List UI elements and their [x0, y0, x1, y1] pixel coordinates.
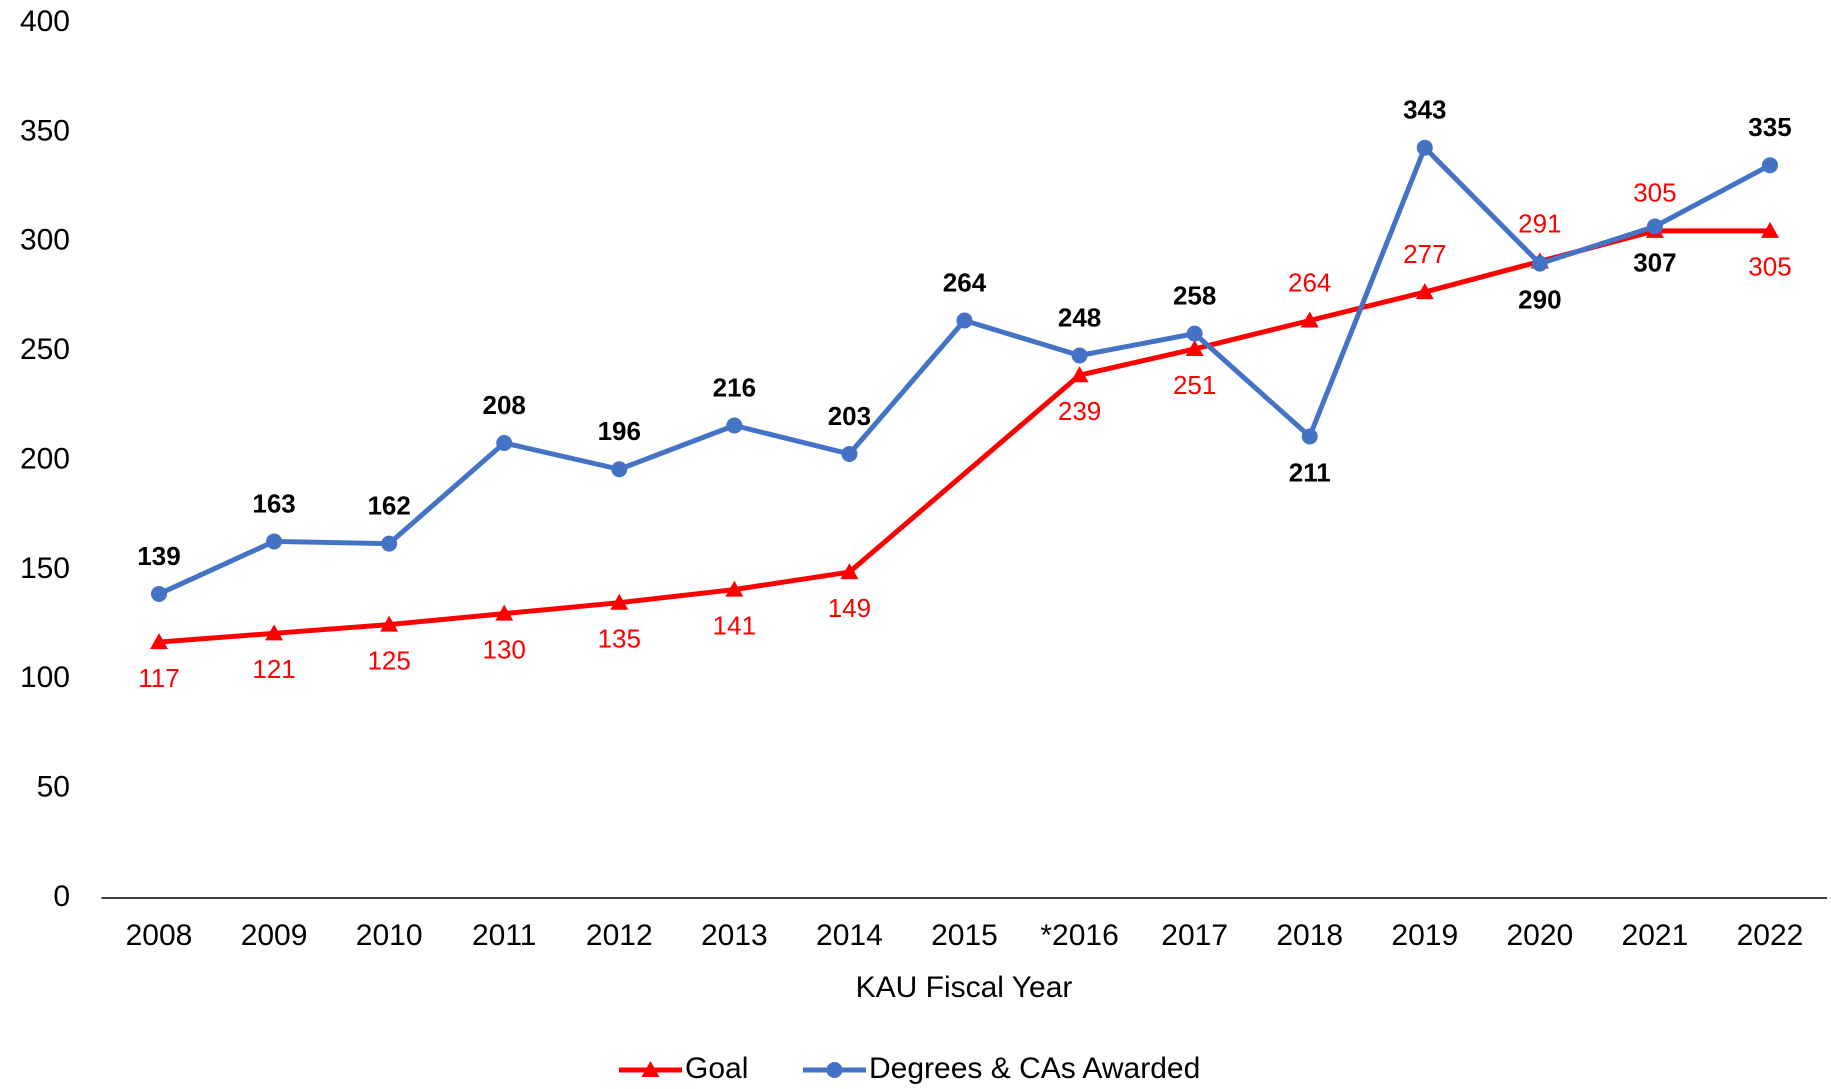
- data-label: 291: [1518, 208, 1561, 238]
- x-tick-label: 2010: [356, 919, 423, 952]
- series: 139 163 162 208 196 216 203 264 248 258 211 343 290 3…: [137, 95, 1792, 602]
- x-tick-label: 2019: [1391, 919, 1458, 952]
- marker: [495, 604, 514, 621]
- x-tick-label: 2015: [931, 919, 998, 952]
- y-tick-label: 100: [20, 661, 70, 694]
- marker: [266, 533, 283, 550]
- data-label: 216: [713, 372, 756, 402]
- y-tick-label: 300: [20, 224, 70, 257]
- data-label: 290: [1518, 285, 1561, 315]
- series: 117 121 125 130 135 141 149 239 251 264 277 291 305 3…: [138, 178, 1791, 693]
- y-tick-label: 250: [20, 333, 70, 366]
- x-tick-label: 2022: [1737, 919, 1804, 952]
- x-tick-label: 2011: [472, 919, 537, 952]
- marker: [381, 535, 398, 552]
- marker: [610, 593, 629, 610]
- x-tick-label: 2014: [816, 919, 883, 952]
- marker: [840, 563, 859, 580]
- marker: [265, 624, 284, 641]
- legend-marker: [641, 1061, 660, 1077]
- data-label: 135: [598, 624, 641, 654]
- data-label: 139: [137, 541, 180, 571]
- y-tick-label: 0: [53, 880, 70, 913]
- data-label: 248: [1058, 302, 1101, 332]
- marker: [726, 417, 743, 434]
- x-tick-label: 2017: [1161, 919, 1228, 952]
- legend-label: Degrees & CAs Awarded: [869, 1052, 1200, 1085]
- y-tick-label: 200: [20, 442, 70, 475]
- data-label: 196: [598, 416, 641, 446]
- data-label: 162: [367, 491, 410, 521]
- legend-marker: [826, 1062, 843, 1078]
- marker: [1071, 347, 1088, 364]
- marker: [1531, 255, 1548, 272]
- marker: [1185, 339, 1204, 356]
- marker: [1300, 311, 1319, 328]
- x-tick-label: 2013: [701, 919, 768, 952]
- marker: [380, 615, 399, 632]
- marker: [150, 633, 168, 650]
- data-label: 141: [713, 610, 756, 640]
- marker: [496, 435, 513, 451]
- data-label: 258: [1173, 281, 1216, 311]
- data-label: 203: [828, 401, 871, 431]
- y-tick-label: 350: [20, 114, 70, 147]
- y-tick-label: 50: [37, 771, 70, 804]
- data-label: 208: [483, 390, 526, 420]
- data-label: 130: [483, 635, 526, 665]
- y-tick-label: 150: [20, 552, 70, 585]
- marker: [725, 580, 744, 597]
- data-label: 121: [252, 654, 295, 684]
- data-label: 264: [943, 267, 987, 297]
- x-tick-label: 2021: [1622, 919, 1689, 952]
- data-label: 251: [1173, 370, 1216, 400]
- marker: [1762, 157, 1778, 174]
- data-label: 305: [1748, 252, 1791, 282]
- data-label: 343: [1403, 95, 1446, 125]
- data-label: 117: [138, 663, 179, 693]
- data-label: 211: [1289, 457, 1331, 487]
- marker: [611, 461, 628, 478]
- data-label: 264: [1288, 267, 1331, 297]
- marker: [1415, 283, 1434, 300]
- data-label: 307: [1633, 247, 1676, 277]
- x-tick-label: 2020: [1506, 919, 1573, 952]
- marker: [1761, 221, 1779, 238]
- legend-label: Goal: [685, 1052, 748, 1085]
- x-tick-label: 2012: [586, 919, 653, 952]
- marker: [1646, 218, 1663, 235]
- x-axis-title: KAU Fiscal Year: [856, 971, 1073, 1004]
- marker: [1186, 325, 1203, 342]
- y-tick-label: 400: [20, 5, 70, 38]
- marker: [1416, 139, 1433, 156]
- marker: [1301, 428, 1318, 445]
- marker: [1070, 366, 1089, 383]
- data-label: 163: [252, 488, 295, 518]
- marker: [841, 445, 858, 462]
- data-label: 149: [828, 593, 871, 623]
- data-label: 335: [1748, 112, 1791, 142]
- x-tick-label: 2008: [126, 919, 193, 952]
- data-label: 277: [1403, 239, 1446, 269]
- data-label: 239: [1058, 396, 1101, 426]
- marker: [956, 312, 973, 329]
- marker: [151, 585, 167, 602]
- data-label: 125: [367, 645, 410, 675]
- x-tick-label: 2009: [241, 919, 308, 952]
- x-tick-label: 2018: [1276, 919, 1343, 952]
- x-tick-label: *2016: [1040, 919, 1118, 952]
- gap-connector: [846, 372, 1083, 575]
- data-label: 305: [1633, 178, 1676, 208]
